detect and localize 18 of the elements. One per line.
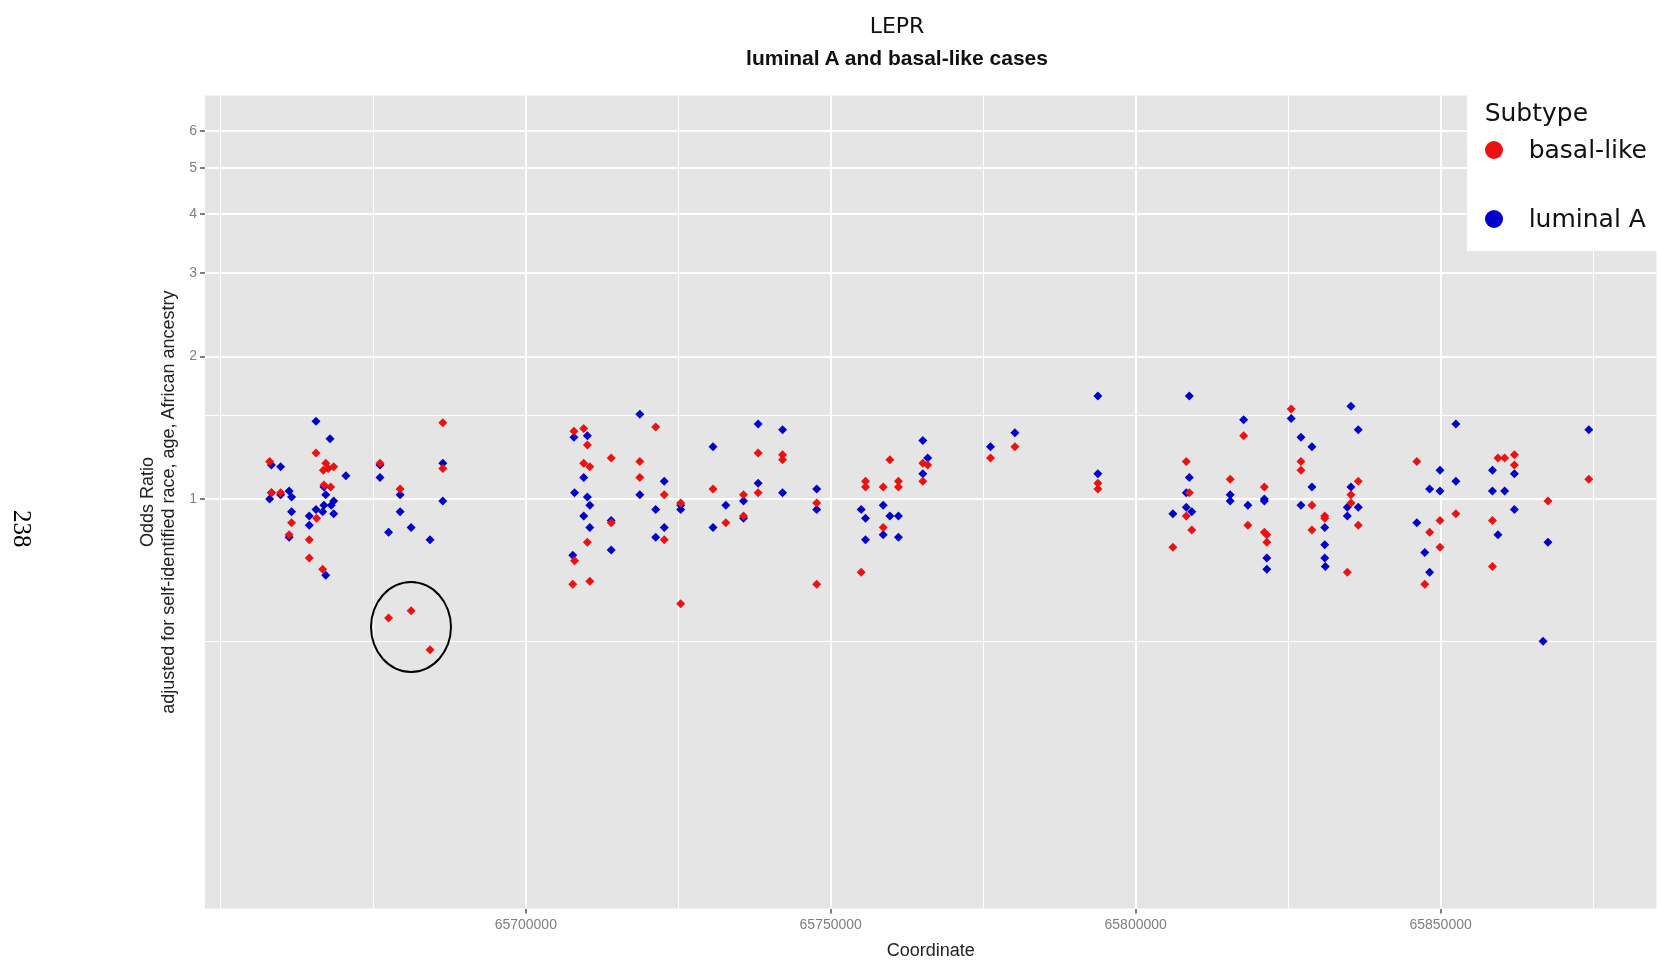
x-axis-title: Coordinate bbox=[886, 940, 975, 961]
y-tick-label: 4 bbox=[189, 205, 198, 222]
y-tick-label: 6 bbox=[189, 121, 198, 138]
legend-label: basal-like bbox=[1528, 135, 1647, 164]
legend-label: luminal A bbox=[1528, 204, 1646, 233]
text: 238 bbox=[8, 510, 36, 548]
legend-title: Subtype bbox=[1484, 98, 1590, 127]
x-tick-label: 65850000 bbox=[1409, 915, 1472, 932]
y-tick-label: 2 bbox=[189, 347, 198, 364]
chart-subtitle: luminal A and basal-like cases bbox=[746, 45, 1048, 69]
chart-title: LEPR bbox=[869, 12, 925, 38]
y-tick-label: 3 bbox=[189, 264, 198, 281]
y-tick-label: 5 bbox=[189, 159, 198, 176]
x-tick-label: 65700000 bbox=[494, 915, 558, 932]
y-tick-label: 1 bbox=[189, 489, 198, 506]
y-axis-title: Odds Ratio adjusted for self-identified race, age, African ancestry bbox=[136, 290, 179, 714]
x-tick-label: 65750000 bbox=[799, 915, 863, 932]
x-tick-label: 65800000 bbox=[1104, 915, 1168, 932]
